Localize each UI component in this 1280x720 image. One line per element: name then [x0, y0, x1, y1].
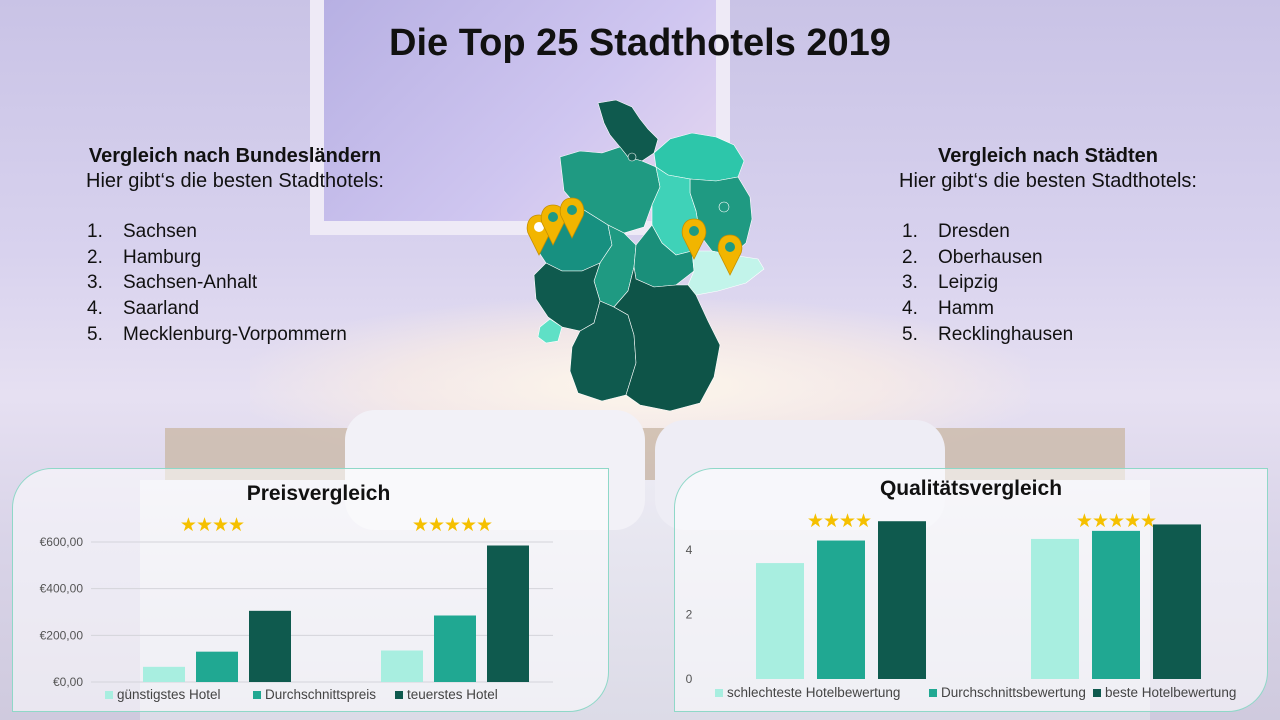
page-title: Die Top 25 Stadthotels 2019: [389, 22, 891, 64]
price-chart-title: Preisvergleich: [246, 482, 391, 505]
price-ytick-label: €600,00: [40, 535, 84, 549]
list-item: 4. Saarland: [87, 298, 200, 320]
list-item: 2. Hamburg: [87, 246, 202, 268]
quality-comparison-panel: 0 2 4 ★★★★ ★★★★★ schlechteste Hotelbewertung D…: [674, 468, 1268, 712]
cities-heading: Vergleich nach Städten: [937, 145, 1159, 167]
quality-bar: [1153, 524, 1201, 679]
quality-ytick-label: 0: [686, 672, 693, 686]
cities-ranking: Vergleich nach Städten Hier gibt‘s die b…: [848, 145, 1248, 349]
list-item: 1. Dresden: [902, 221, 1010, 242]
map-region-saarland: [537, 318, 563, 344]
price-legend-label: günstigstes Hotel: [117, 687, 221, 702]
states-heading: Vergleich nach Bundesländern: [88, 145, 382, 167]
price-comparison-chart: €0,00€200,00€400,00€600,00★★★★ ★★★★★günst…: [40, 514, 553, 702]
list-item: 5. Mecklenburg-Vorpommern: [87, 323, 347, 345]
price-ytick-label: €200,00: [40, 628, 84, 642]
price-bar: [196, 651, 238, 682]
states-subheading: Hier gibt‘s die besten Stadthotels:: [86, 170, 384, 192]
map-region-hamburg: [627, 152, 637, 162]
price-ytick-label: €0,00: [53, 675, 83, 689]
quality-bar: [1092, 530, 1140, 679]
price-legend-swatch: [105, 691, 113, 699]
price-legend-swatch: [395, 691, 403, 699]
list-item: 1. Sachsen: [87, 221, 197, 242]
map-region-bayern: [613, 266, 721, 412]
quality-legend-label: beste Hotelbewertung: [1105, 685, 1236, 700]
quality-bar: [817, 540, 865, 679]
price-category-stars: ★★★★★: [412, 514, 492, 536]
quality-bar: [1031, 538, 1079, 679]
price-category-stars: ★★★★: [180, 514, 244, 536]
quality-chart-title: Qualitätsvergleich: [879, 477, 1063, 500]
quality-legend-label: schlechteste Hotelbewertung: [727, 685, 900, 700]
list-item: 3. Leipzig: [902, 272, 999, 294]
quality-legend-swatch: [1093, 689, 1101, 697]
map-pin-dresden: [717, 234, 743, 276]
map-region-berlin: [718, 201, 730, 213]
price-bar: [381, 650, 423, 682]
price-legend-label: Durchschnittspreis: [265, 687, 376, 702]
price-legend-label: teuerstes Hotel: [407, 687, 498, 702]
cities-list: 1. Dresden 2. Oberhausen 3. Leipzig 4. Hamm …: [902, 221, 1248, 349]
price-bar: [249, 610, 291, 682]
quality-category-stars: ★★★★: [807, 510, 871, 532]
germany-map: [526, 99, 765, 412]
list-item: 5. Recklinghausen: [902, 323, 1074, 345]
quality-ytick-label: 4: [686, 543, 693, 557]
price-comparison-panel: €0,00 €200,00 €400,00 €600,00 ★★★★ ★★★★★ günst…: [12, 468, 609, 712]
price-legend-swatch: [253, 691, 261, 699]
quality-bar: [756, 563, 804, 679]
quality-comparison-chart: 024★★★★ ★★★★★schlechteste Hotelbewertung D…: [686, 510, 1237, 700]
map-region-mecklenburg-vorpommern: [653, 132, 745, 182]
price-ytick-label: €400,00: [40, 582, 84, 596]
quality-category-stars: ★★★★★: [1076, 510, 1156, 532]
price-bar: [434, 615, 476, 682]
quality-legend-swatch: [715, 689, 723, 697]
list-item: 3. Sachsen-Anhalt: [87, 272, 258, 294]
price-bar: [487, 545, 529, 682]
quality-legend-swatch: [929, 689, 937, 697]
list-item: 4. Hamm: [902, 298, 994, 320]
map-region-rheinland-pfalz: [533, 262, 601, 332]
cities-subheading: Hier gibt‘s die besten Stadthotels:: [899, 170, 1197, 192]
map-pin-hamm: [559, 197, 585, 239]
states-ranking: Vergleich nach Bundesländern Hier gibt‘s…: [40, 145, 430, 349]
map-pin-leipzig: [681, 218, 707, 260]
states-list: 1. Sachsen 2. Hamburg 3. Sachsen-Anhalt 4. S…: [87, 221, 430, 349]
list-item: 2. Oberhausen: [902, 246, 1043, 268]
price-bar: [143, 666, 185, 682]
quality-bar: [878, 521, 926, 679]
quality-legend-label: Durchschnittsbewertung: [941, 685, 1086, 700]
quality-ytick-label: 2: [686, 608, 693, 622]
